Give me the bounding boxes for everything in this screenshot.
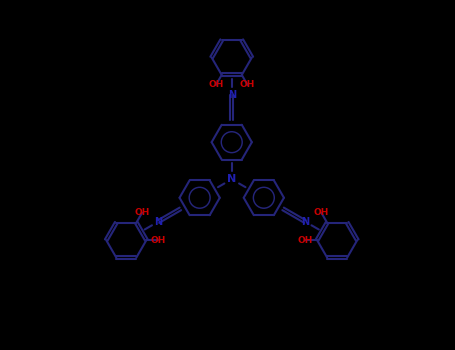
Text: OH: OH <box>313 208 329 217</box>
Text: N: N <box>228 90 236 99</box>
Text: OH: OH <box>298 236 313 245</box>
Text: N: N <box>154 217 162 226</box>
Text: OH: OH <box>240 80 255 90</box>
Text: N: N <box>227 174 236 184</box>
Text: OH: OH <box>208 80 223 90</box>
Text: N: N <box>301 217 309 226</box>
Text: OH: OH <box>135 208 150 217</box>
Text: OH: OH <box>150 236 166 245</box>
